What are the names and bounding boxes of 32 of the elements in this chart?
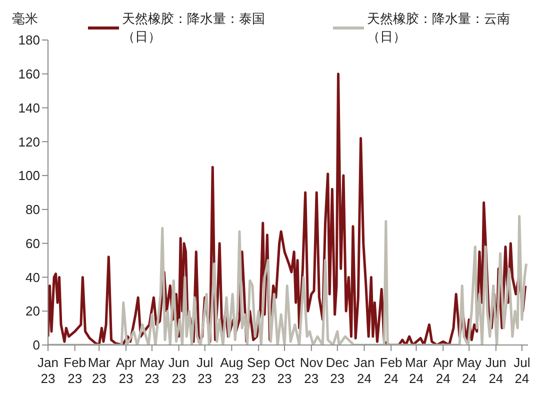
x-tick-label: May 23: [140, 355, 165, 386]
x-tick-label: Sep 23: [246, 355, 270, 386]
x-tick-label: Mar 24: [405, 355, 428, 386]
y-tick-label: 120: [18, 134, 40, 150]
y-tick-label: 80: [26, 202, 40, 218]
legend-label: 天然橡胶：降水量：云南（日）: [366, 11, 511, 46]
y-tick-label: 140: [18, 100, 40, 116]
x-tick-label: Aug 23: [220, 355, 244, 386]
x-tick-label: Jan 24: [354, 355, 375, 386]
y-tick-label: 160: [18, 66, 40, 82]
y-tick-label: 100: [18, 168, 40, 184]
y-tick-label: 20: [26, 304, 40, 319]
x-tick-label: Mar 23: [88, 355, 111, 386]
x-tick-label: Jan 23: [38, 355, 58, 386]
y-tick-label: 0: [32, 338, 40, 353]
y-tick-label: 180: [18, 32, 40, 48]
x-tick-label: Nov 23: [300, 355, 324, 386]
x-tick-label: Oct 23: [274, 355, 296, 386]
x-tick-label: Jul 24: [514, 355, 530, 386]
x-tick-label: Feb 24: [380, 355, 402, 386]
y-axis-title: 毫米: [12, 11, 38, 28]
y-tick-label: 60: [26, 236, 40, 251]
x-tick-label: Jun 23: [168, 355, 190, 386]
x-tick-label: Apr 23: [116, 355, 137, 386]
x-tick-label: Apr 24: [432, 355, 454, 386]
x-tick-label: Dec 23: [326, 355, 350, 386]
x-tick-label: Feb 23: [64, 355, 86, 386]
y-tick-label: 40: [26, 270, 40, 285]
legend-label: 天然橡胶：降水量：泰国（日）: [122, 11, 266, 46]
x-tick-label: Jul 23: [196, 355, 214, 386]
x-tick-label: May 24: [456, 355, 482, 386]
x-tick-label: Jun 24: [485, 355, 506, 386]
